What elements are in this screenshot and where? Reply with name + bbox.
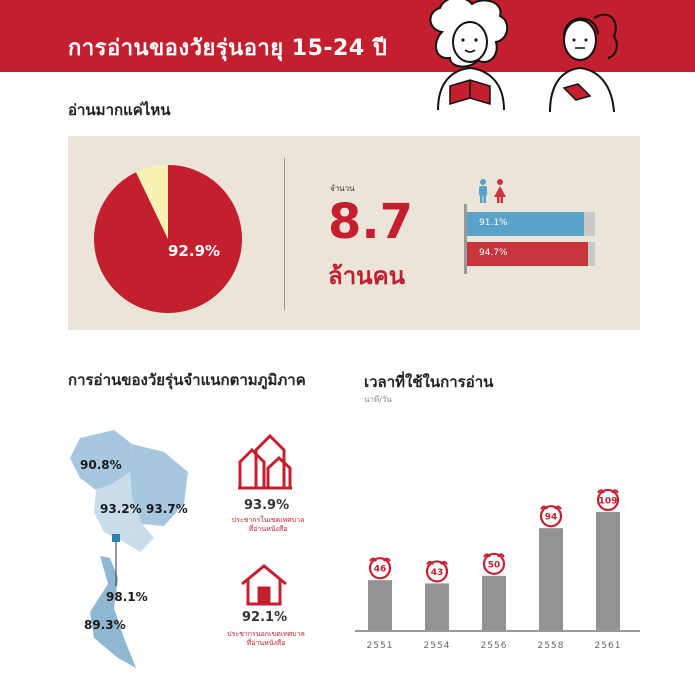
section3-title: เวลาที่ใช้ในการอ่าน [364,373,494,391]
alarm-clock-icon [596,488,620,512]
urban-percent: 93.9% [244,498,290,513]
time-value-label: 109 [599,496,618,506]
pie-slice-0 [93,165,242,313]
reading-time-bar-chart: 46 2551 43 2554 50 2556 94 2558 109 2561 [355,488,640,651]
alarm-clock-icon [482,552,506,575]
year-tick-label: 2551 [367,641,394,651]
count-label: จำนวน [330,184,355,193]
section3-subtitle: นาที/วัน [364,395,392,404]
reading-pie-chart [93,165,242,313]
alarm-bell-right [497,553,505,558]
teen-readers-illustration [429,0,618,113]
time-bar-2558 [539,528,563,630]
gender-bar-track-female: 94.7% [467,242,595,266]
gender-bar-chart: 91.1% 94.7% [464,204,598,274]
rural-desc-line1: ประชากรนอกเขตเทศบาล [227,630,305,638]
map-region-north [70,430,132,490]
time-value-label: 43 [431,568,444,578]
map-label-north: 90.8% [80,458,122,472]
alarm-bell-left [597,489,605,494]
gender-bar-female-label: 94.7% [479,248,508,258]
urban-desc-line1: ประชากรในเขตเทศบาล [231,516,305,524]
map-region-central [94,472,142,542]
count-value: 8.7 [328,194,414,250]
alarm-clock-icon [368,557,392,580]
alarm-bell-right [383,557,391,562]
pie-percent-label: 92.9% [168,242,221,260]
map-region-east [124,524,154,552]
map-label-central: 93.2% [100,502,142,516]
female-icon [494,179,506,203]
time-value-label: 50 [488,560,501,570]
pie-slice-1 [136,165,168,239]
city-buildings-icon [238,433,292,490]
alarm-bell-left [369,557,377,562]
rural-desc-line2: ที่อ่านหนังสือ [246,639,286,648]
alarm-bell-right [611,489,619,494]
year-tick-label: 2554 [424,641,451,651]
gender-bar-axis [464,204,467,274]
alarm-bell-left [540,505,548,510]
map-label-bangkok: 98.1% [106,590,148,604]
urban-desc-line2: ที่อ่านหนังสือ [248,525,288,534]
gender-bar-female [467,242,589,266]
gender-icons [479,179,506,203]
year-tick-label: 2556 [481,641,508,651]
map-region-northeast [130,444,188,526]
alarm-clock-icon [425,560,449,583]
section1-title: อ่านมากแค่ไหน [68,101,171,119]
time-value-label: 94 [545,513,558,523]
count-unit: ล้านคน [328,262,406,290]
map-label-south: 89.3% [84,618,126,632]
gender-bar-male-label: 91.1% [479,218,508,228]
time-bar-2556 [482,575,506,630]
gender-bar-male [467,212,584,236]
rural-description: ประชากรนอกเขตเทศบาล ที่อ่านหนังสือ [220,630,312,648]
alarm-clock-icon [539,505,563,528]
rural-percent: 92.1% [242,610,288,625]
panel-divider [284,158,285,310]
time-bar-2561 [596,511,620,630]
alarm-bell-left [426,560,434,565]
alarm-bell-right [554,505,562,510]
thailand-map [70,430,188,668]
time-bar-2554 [425,583,449,630]
map-region-south [90,556,136,668]
urban-description: ประชากรในเขตเทศบาล ที่อ่านหนังสือ [222,516,314,534]
section2-title: การอ่านของวัยรุ่นจำแนกตามภูมิภาค [68,371,306,389]
male-icon [479,179,487,203]
time-value-label: 46 [374,565,387,575]
alarm-bell-right [440,560,448,565]
gender-bar-track-male: 91.1% [467,212,595,236]
house-icon [241,564,287,606]
time-bar-2551 [368,580,392,630]
page-title: การอ่านของวัยรุ่นอายุ 15-24 ปี [68,36,388,61]
map-label-northeast: 93.7% [146,502,188,516]
year-tick-label: 2558 [538,641,565,651]
year-tick-label: 2561 [595,641,622,651]
alarm-bell-left [483,553,491,558]
